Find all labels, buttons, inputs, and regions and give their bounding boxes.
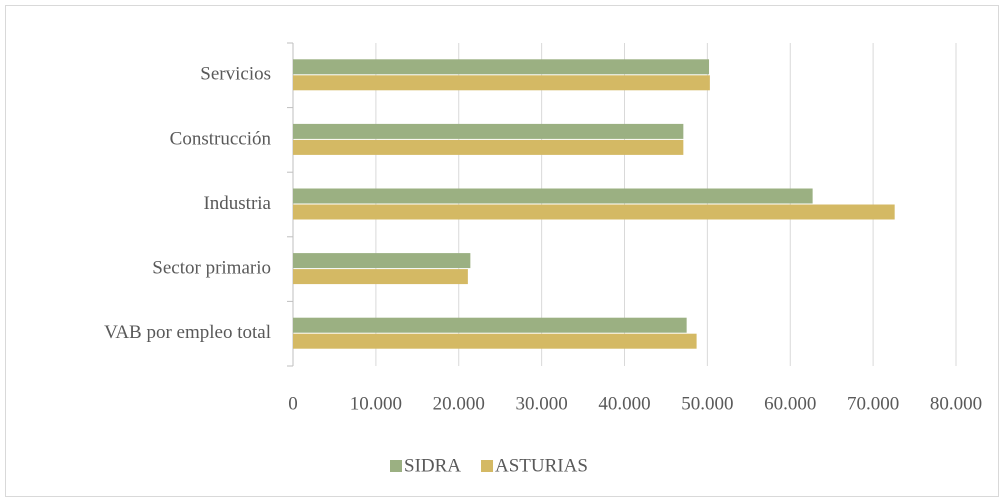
bar bbox=[293, 269, 468, 285]
x-tick-label: 40.000 bbox=[598, 393, 650, 414]
legend-swatch bbox=[481, 460, 494, 472]
y-tick-label: Construcción bbox=[170, 128, 272, 149]
x-tick-label: 10.000 bbox=[350, 393, 402, 414]
bar bbox=[293, 139, 684, 155]
x-tick-label: 20.000 bbox=[433, 393, 485, 414]
bar bbox=[293, 317, 687, 333]
legend-label: SIDRA bbox=[404, 455, 461, 476]
y-tick-label: VAB por empleo total bbox=[104, 322, 271, 343]
legend-label: ASTURIAS bbox=[495, 455, 588, 476]
x-tick-label: 50.000 bbox=[681, 393, 733, 414]
x-tick-label: 30.000 bbox=[516, 393, 568, 414]
x-tick-label: 80.000 bbox=[930, 393, 982, 414]
y-tick-label: Servicios bbox=[200, 64, 271, 85]
y-tick-label: Sector primario bbox=[152, 257, 271, 278]
bar bbox=[293, 204, 895, 220]
bar bbox=[293, 188, 813, 204]
bar bbox=[293, 75, 710, 91]
legend-swatch bbox=[390, 460, 402, 472]
x-tick-label: 60.000 bbox=[764, 393, 816, 414]
y-tick-label: Industria bbox=[203, 193, 271, 214]
bar bbox=[293, 333, 697, 349]
x-tick-label: 0 bbox=[288, 393, 298, 414]
x-tick-label: 70.000 bbox=[847, 393, 899, 414]
bar bbox=[293, 253, 471, 269]
bar bbox=[293, 123, 684, 139]
bar bbox=[293, 59, 710, 75]
